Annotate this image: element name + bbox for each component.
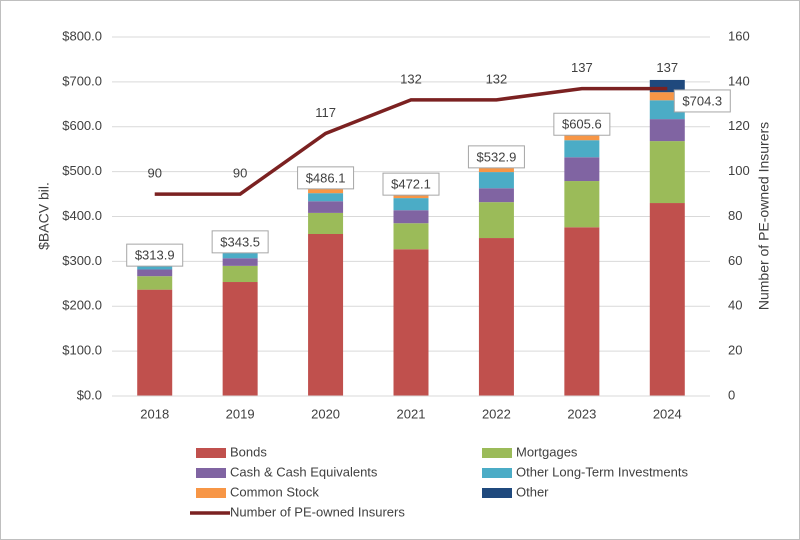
bar-segment [137, 276, 173, 290]
bar-segment [478, 238, 514, 396]
y2-tick-label: 20 [728, 343, 742, 358]
bar-segment [137, 265, 173, 270]
bar-segment [393, 223, 429, 250]
total-label: $486.1 [306, 170, 346, 185]
legend-label: Number of PE-owned Insurers [230, 504, 405, 519]
line-value-label: 137 [571, 60, 593, 75]
y2-axis-title: Number of PE-owned Insurers [756, 122, 772, 310]
total-label-box [553, 112, 611, 136]
line-value-label: 90 [233, 166, 247, 181]
total-label-box [673, 89, 731, 113]
y-tick-label: $700.0 [62, 73, 102, 88]
legend-swatch [482, 448, 512, 458]
y-tick-label: $500.0 [62, 163, 102, 178]
bar-segment [564, 227, 600, 396]
total-label-box [126, 243, 184, 267]
line-value-label: 137 [656, 60, 678, 75]
bar-segment [308, 188, 344, 194]
x-tick-label: 2024 [653, 406, 682, 421]
bar-segment [393, 249, 429, 396]
legend-swatch [482, 488, 512, 498]
total-label: $472.1 [391, 177, 431, 192]
y-tick-label: $300.0 [62, 253, 102, 268]
y-tick-label: $0.0 [77, 387, 102, 402]
y2-tick-label: 80 [728, 208, 742, 223]
x-tick-label: 2023 [567, 406, 596, 421]
y-tick-label: $600.0 [62, 118, 102, 133]
bar-segment [308, 193, 344, 202]
bar-segment [649, 141, 685, 204]
legend-label: Other [516, 484, 549, 499]
line-value-label: 132 [400, 71, 422, 86]
y2-tick-label: 120 [728, 118, 750, 133]
y2-tick-label: 40 [728, 298, 742, 313]
legend-swatch [196, 468, 226, 478]
legend-swatch [482, 468, 512, 478]
line-value-label: 117 [315, 105, 336, 120]
y2-tick-label: 140 [728, 73, 750, 88]
x-tick-label: 2018 [140, 406, 169, 421]
bar-segment [564, 181, 600, 228]
legend-label: Cash & Cash Equivalents [230, 464, 378, 479]
y2-tick-label: 160 [728, 28, 750, 43]
total-label-box [382, 172, 440, 196]
bar-segment [137, 289, 173, 396]
legend-swatch [196, 448, 226, 458]
bar-segment [393, 210, 429, 224]
y2-tick-label: 60 [728, 253, 742, 268]
legend-label: Mortgages [516, 444, 578, 459]
x-tick-label: 2021 [397, 406, 426, 421]
bar-segment [308, 212, 344, 235]
legend-swatch [196, 488, 226, 498]
bar-segment [649, 203, 685, 396]
total-label-box [297, 166, 355, 190]
y2-tick-label: 0 [728, 387, 735, 402]
bar-segment [478, 172, 514, 189]
y2-tick-label: 100 [728, 163, 750, 178]
total-label-box [211, 230, 269, 254]
legend-label: Other Long-Term Investments [516, 464, 688, 479]
bar-segment [222, 251, 258, 259]
legend-label: Common Stock [230, 484, 319, 499]
x-tick-label: 2022 [482, 406, 511, 421]
y-tick-label: $800.0 [62, 28, 102, 43]
bar-segment [649, 119, 685, 142]
legend-label: Bonds [230, 444, 267, 459]
bar-segment [564, 157, 600, 182]
total-label: $532.9 [477, 149, 517, 164]
total-label: $313.9 [135, 248, 175, 263]
bar-segment [564, 140, 600, 158]
x-tick-label: 2020 [311, 406, 340, 421]
bar-segment [393, 198, 429, 211]
total-label: $343.5 [220, 234, 260, 249]
bar-segment [137, 269, 173, 277]
y-axis-title: $BACV bil. [36, 182, 52, 250]
total-label: $605.6 [562, 117, 602, 132]
bar-segment [222, 265, 258, 283]
y-tick-label: $100.0 [62, 343, 102, 358]
x-tick-label: 2019 [226, 406, 255, 421]
line-series [154, 86, 668, 196]
bar-segment [222, 282, 258, 396]
bar-segment [478, 166, 514, 173]
bar-segment [478, 188, 514, 203]
bar-segment [222, 258, 258, 266]
bar-segment [564, 134, 600, 141]
y-tick-label: $200.0 [62, 298, 102, 313]
bar-segment [308, 234, 344, 396]
line-value-label: 132 [486, 71, 508, 86]
total-label-box [467, 145, 525, 169]
bar-segment [308, 201, 344, 213]
bar-segment [649, 92, 685, 101]
bar-segment [478, 202, 514, 239]
y-tick-label: $400.0 [62, 208, 102, 223]
line-value-label: 90 [147, 166, 161, 181]
total-label: $704.3 [682, 93, 722, 108]
